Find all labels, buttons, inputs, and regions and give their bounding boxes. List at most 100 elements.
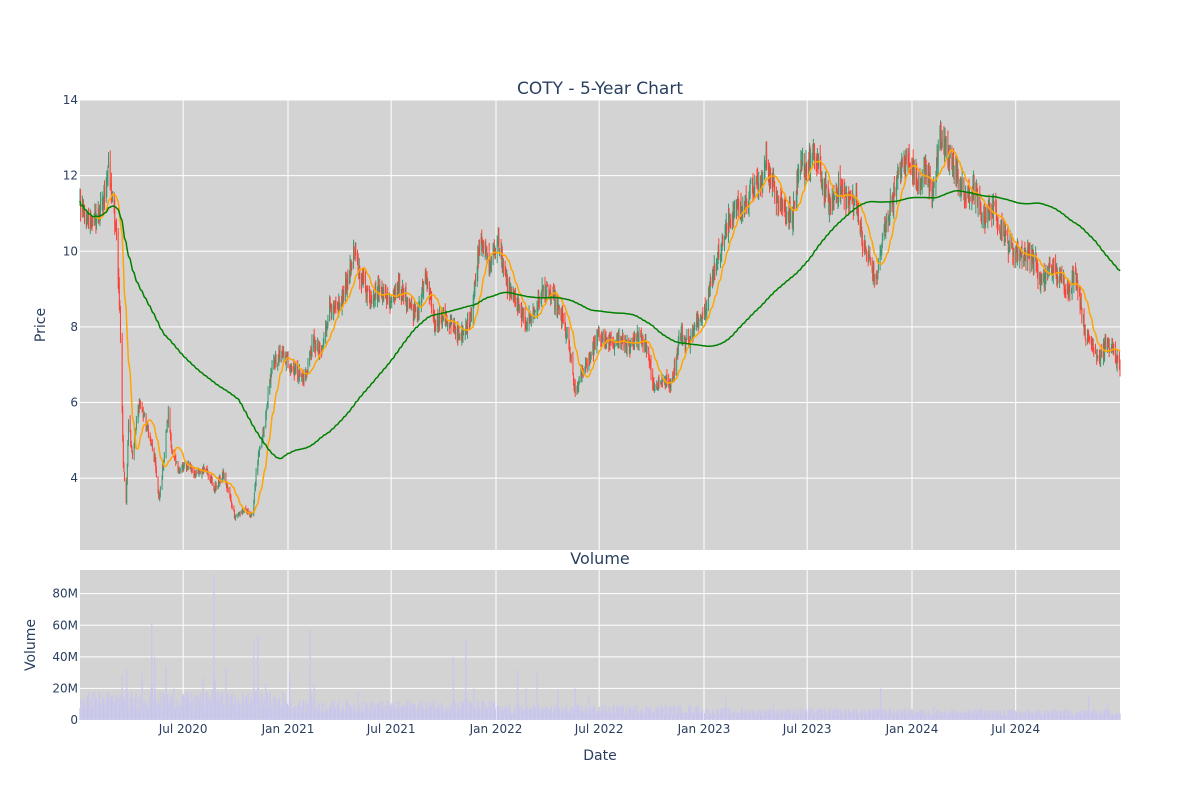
candle-body xyxy=(589,358,590,359)
candle-body xyxy=(470,316,472,318)
volume-bar xyxy=(379,701,381,720)
candle-body xyxy=(745,196,747,207)
candle-body xyxy=(729,220,731,226)
candle-body xyxy=(485,243,487,252)
candle-body xyxy=(94,212,96,214)
candle-body xyxy=(932,190,934,193)
candle-body xyxy=(315,344,317,349)
candle-body xyxy=(153,448,155,459)
candle-body xyxy=(534,312,536,314)
candle-body xyxy=(126,483,128,503)
candle-body xyxy=(682,337,684,342)
candle-body xyxy=(672,378,674,382)
candle-body xyxy=(422,291,424,292)
candle-body xyxy=(338,302,340,307)
candle-body xyxy=(223,474,225,477)
candle-body xyxy=(828,198,830,212)
candle-body xyxy=(410,306,411,308)
volume-bar xyxy=(371,700,373,720)
volume-bar xyxy=(322,701,324,720)
candle-body xyxy=(987,204,989,216)
candle-body xyxy=(1088,336,1090,340)
price-y-tick-label: 10 xyxy=(63,244,78,258)
volume-bar xyxy=(127,694,129,720)
volume-bar xyxy=(295,706,297,720)
candle-body xyxy=(927,176,929,179)
candle-body xyxy=(827,187,829,199)
volume-bar xyxy=(203,705,205,720)
candle-body xyxy=(234,516,236,518)
candle-body xyxy=(199,471,201,472)
candle-body xyxy=(652,373,654,383)
volume-bar xyxy=(111,694,114,720)
volume-bar xyxy=(159,691,161,720)
candle-body xyxy=(238,512,240,514)
candle-body xyxy=(318,347,320,353)
candle-body xyxy=(287,358,289,366)
candle-body xyxy=(402,285,404,289)
candle-body xyxy=(936,163,937,176)
candle-body xyxy=(151,444,153,448)
candle-body xyxy=(191,469,193,471)
candle-body xyxy=(776,201,778,203)
candle-body xyxy=(561,313,563,322)
candle-body xyxy=(593,343,594,354)
candle-body xyxy=(1105,341,1107,350)
candle-body xyxy=(275,356,277,365)
candle-body xyxy=(656,384,658,388)
candle-body xyxy=(333,302,335,304)
candle-body xyxy=(678,337,680,345)
candle-body xyxy=(116,226,117,233)
candle-body xyxy=(428,281,430,296)
candle-body xyxy=(960,185,961,191)
candle-body xyxy=(93,214,95,225)
candle-body xyxy=(257,461,259,472)
candle-body xyxy=(166,431,168,433)
volume-bar xyxy=(893,714,895,720)
candle-body xyxy=(530,314,532,321)
candle-body xyxy=(752,178,753,184)
volume-bar xyxy=(670,708,672,720)
candle-body xyxy=(640,335,642,337)
candle-body xyxy=(701,312,703,319)
candle-body xyxy=(373,300,375,301)
candle-body xyxy=(941,143,943,148)
candle-body xyxy=(99,212,101,216)
candle-body xyxy=(305,373,307,381)
candle-body xyxy=(546,284,548,293)
candle-body xyxy=(90,215,92,228)
candle-body xyxy=(968,190,970,198)
candle-body xyxy=(310,353,312,358)
candle-body xyxy=(907,153,909,162)
volume-bar xyxy=(199,692,201,720)
candle-body xyxy=(650,361,652,375)
candle-body xyxy=(337,307,338,309)
candle-body xyxy=(977,194,979,207)
candle-body xyxy=(415,308,417,310)
candle-body xyxy=(181,467,183,469)
volume-bar xyxy=(271,707,273,720)
candle-body xyxy=(1033,256,1035,266)
candle-body xyxy=(845,195,847,208)
volume-bar xyxy=(452,656,454,720)
candle-body xyxy=(590,353,592,360)
volume-bar xyxy=(91,692,94,720)
candle-body xyxy=(756,176,758,181)
candle-body xyxy=(222,475,223,480)
candle-body xyxy=(983,211,985,221)
candle-body xyxy=(949,152,951,158)
candle-body xyxy=(329,297,331,305)
candle-body xyxy=(89,217,91,229)
candle-body xyxy=(557,305,558,311)
candle-body xyxy=(1060,275,1062,277)
volume-bar xyxy=(525,688,527,720)
candle-body xyxy=(518,301,520,306)
candle-body xyxy=(161,476,163,490)
candle-body xyxy=(109,161,111,186)
candle-body xyxy=(358,271,360,275)
candle-body xyxy=(239,511,241,514)
candle-body xyxy=(843,190,845,197)
candle-body xyxy=(1085,338,1087,342)
candle-body xyxy=(159,488,161,495)
